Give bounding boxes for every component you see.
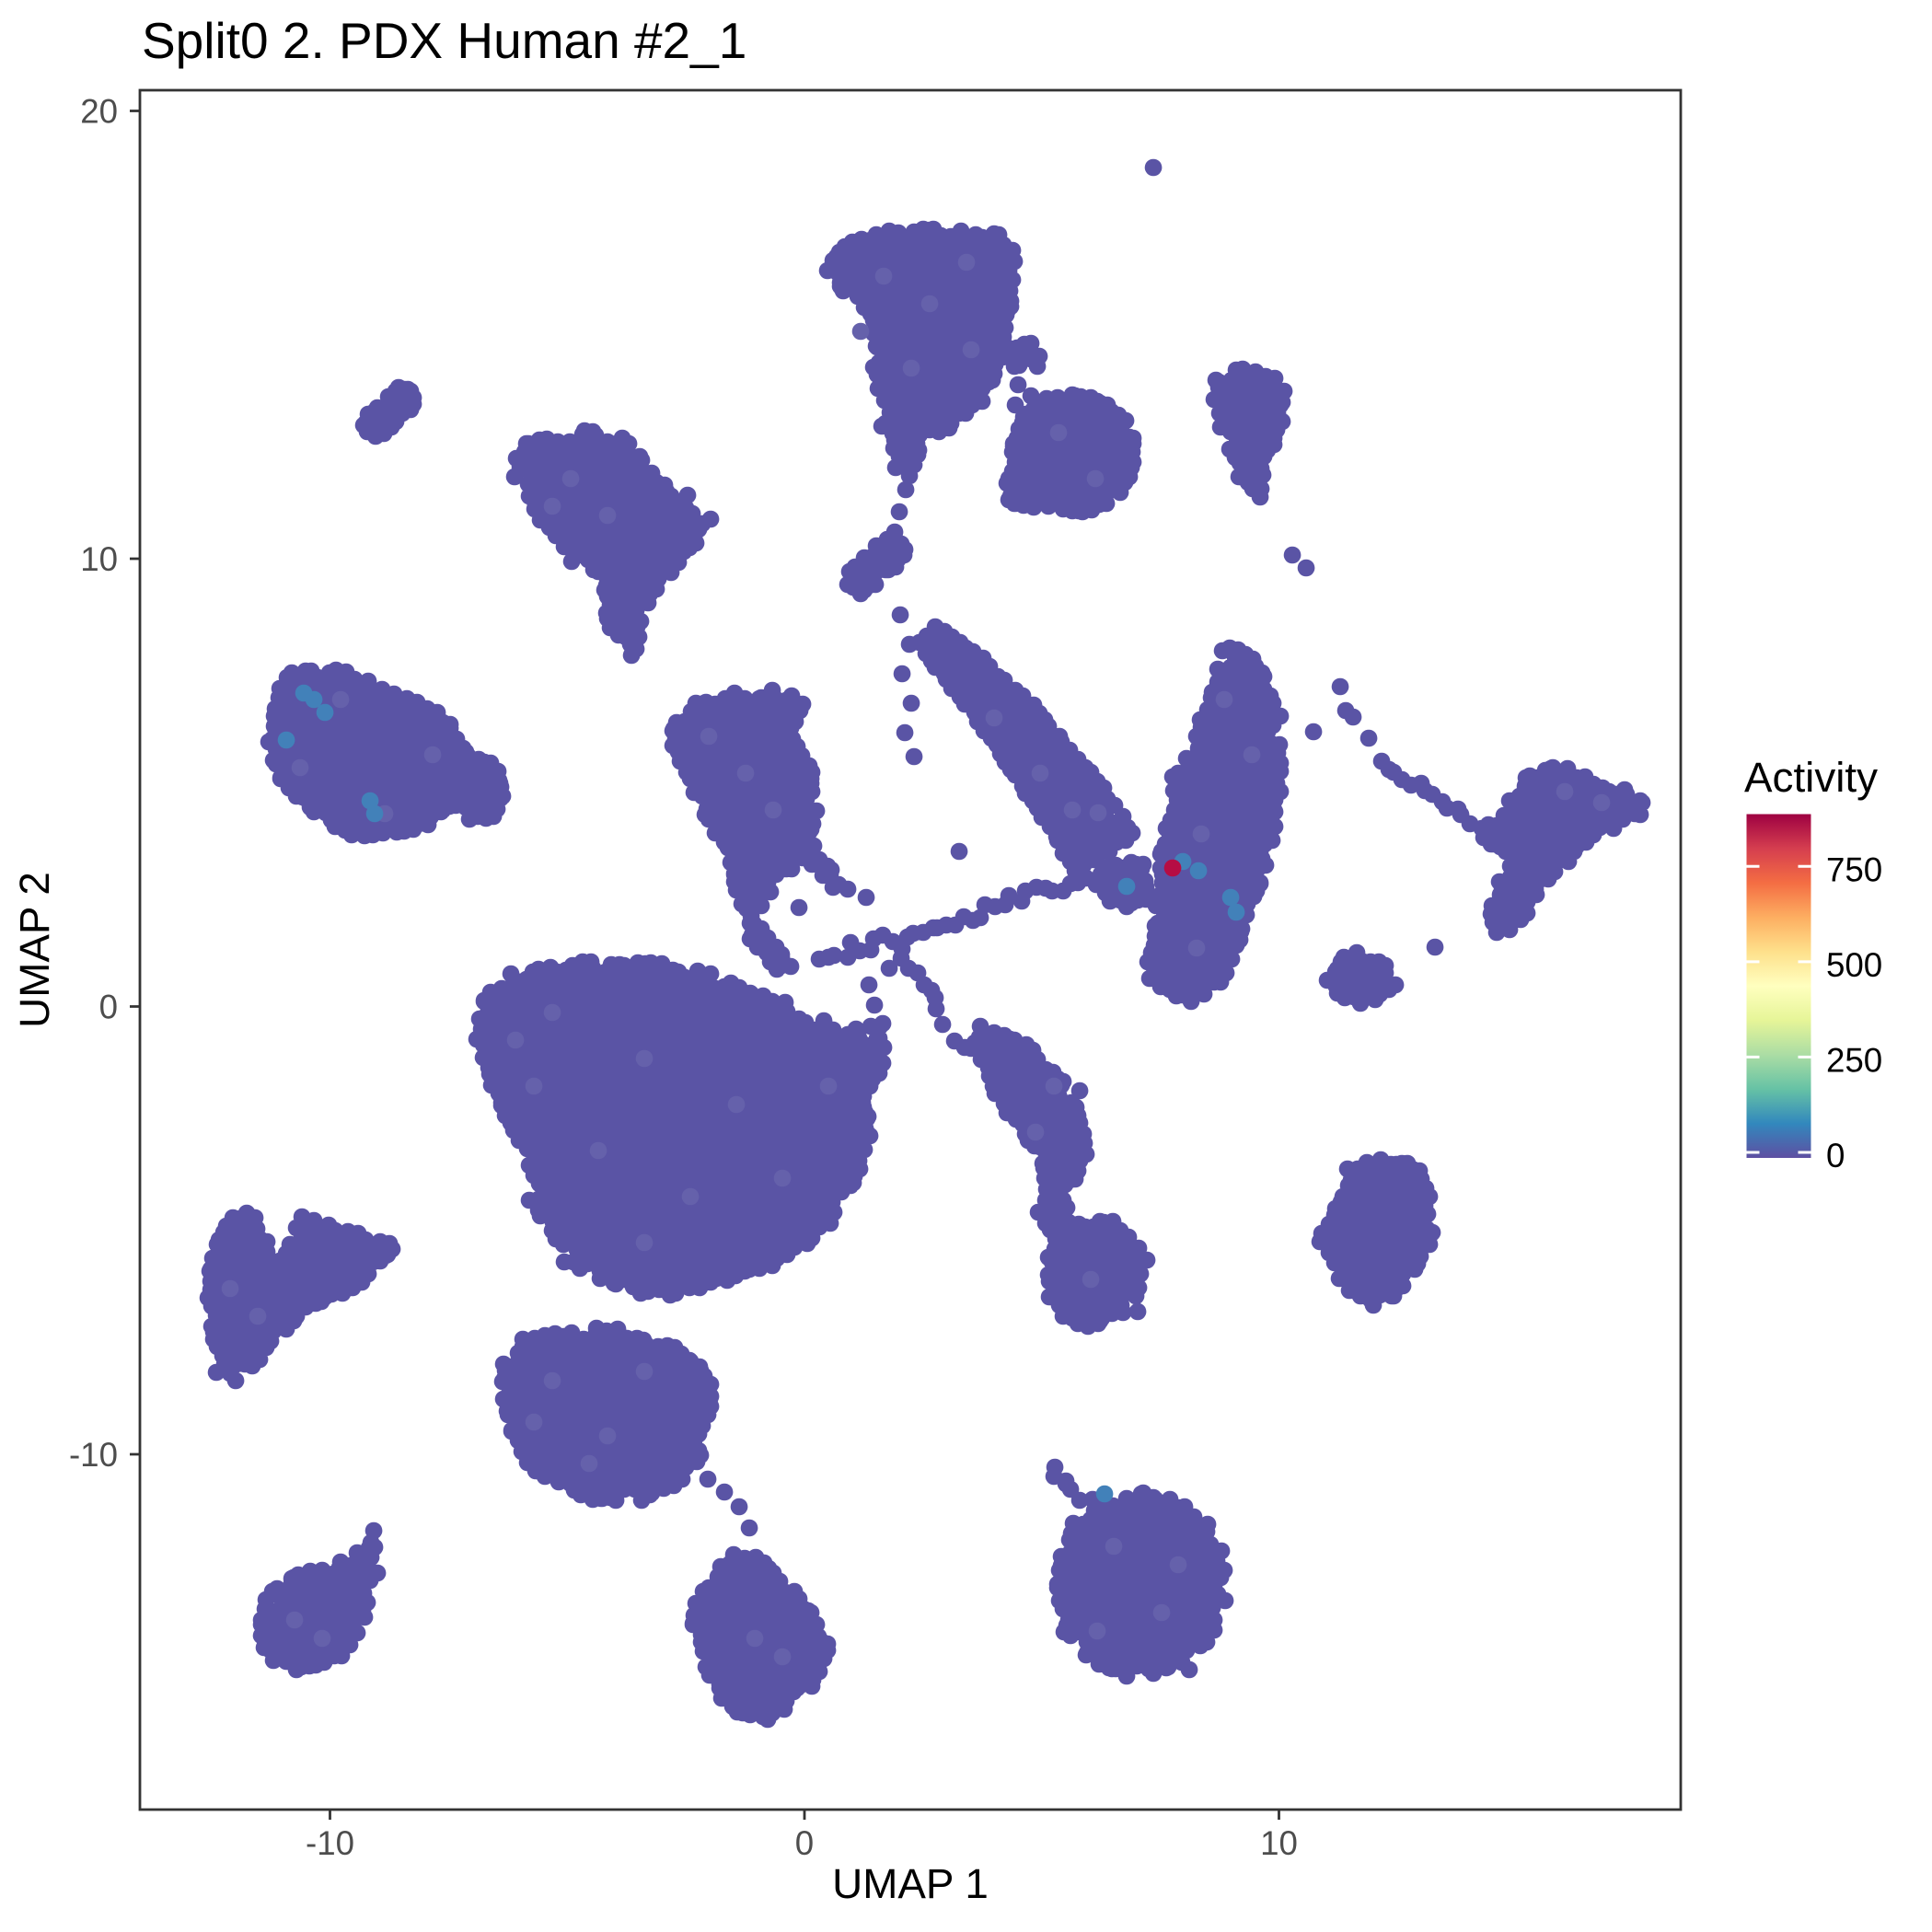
- svg-text:0: 0: [1826, 1137, 1845, 1174]
- svg-text:-10: -10: [306, 1824, 354, 1862]
- svg-text:UMAP 1: UMAP 1: [832, 1860, 989, 1907]
- svg-text:UMAP 2: UMAP 2: [11, 872, 58, 1028]
- svg-text:-10: -10: [69, 1436, 118, 1474]
- svg-text:10: 10: [80, 540, 118, 578]
- svg-text:0: 0: [99, 989, 118, 1026]
- svg-text:Split0 2. PDX Human #2_1: Split0 2. PDX Human #2_1: [142, 12, 746, 69]
- svg-text:250: 250: [1826, 1041, 1882, 1079]
- svg-text:Activity: Activity: [1744, 754, 1878, 801]
- svg-text:10: 10: [1260, 1824, 1298, 1862]
- svg-text:750: 750: [1826, 850, 1882, 888]
- svg-text:0: 0: [795, 1824, 814, 1862]
- svg-text:500: 500: [1826, 946, 1882, 984]
- svg-text:20: 20: [80, 93, 118, 131]
